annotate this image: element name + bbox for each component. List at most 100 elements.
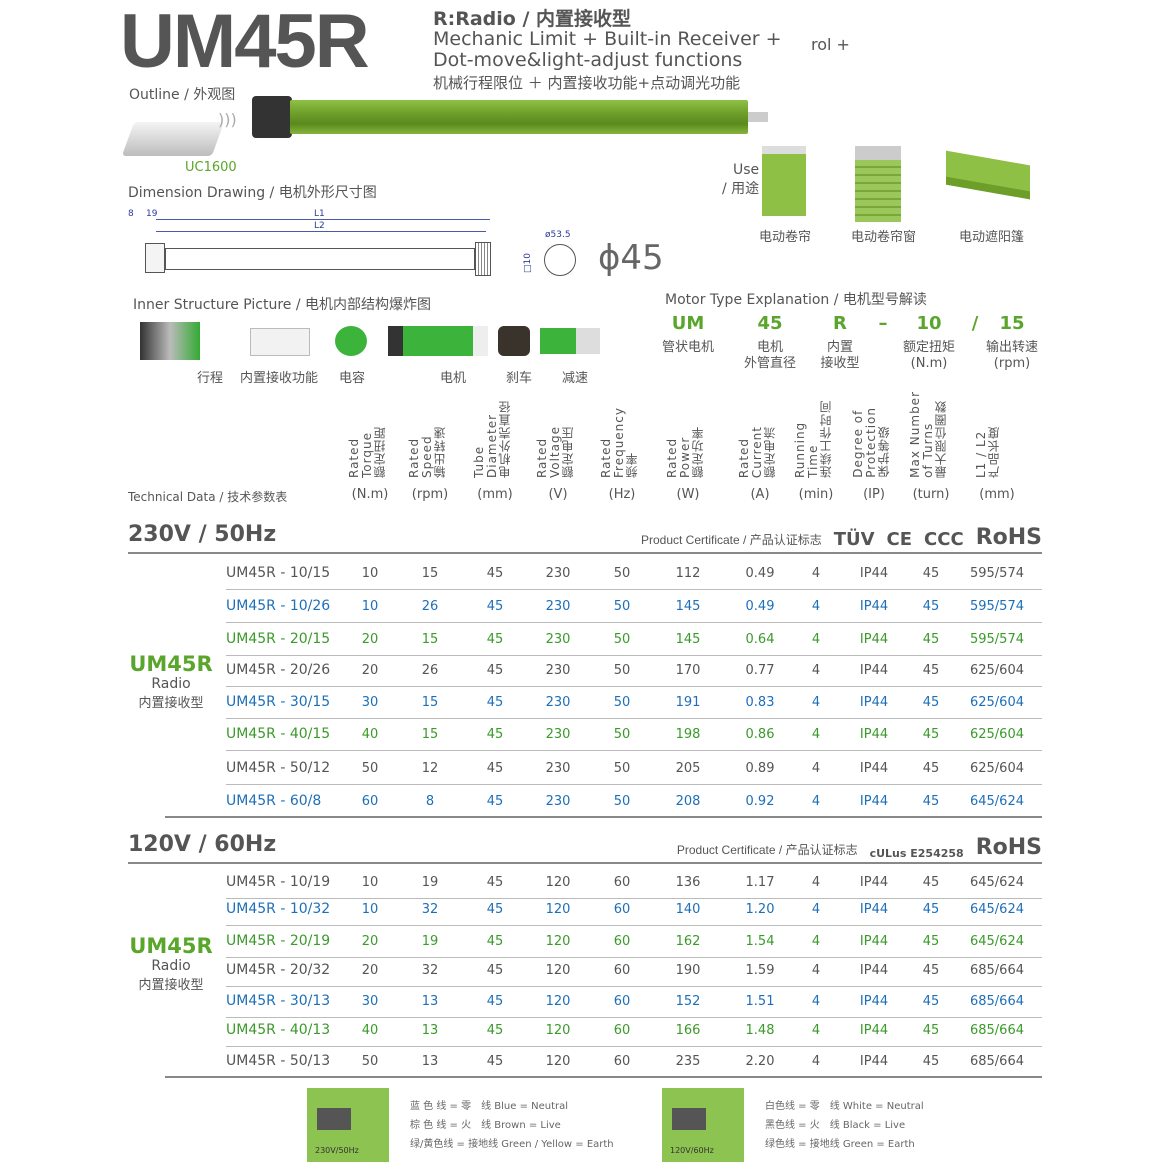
motor-type-label: Motor Type Explanation / 电机型号解读 — [665, 292, 927, 308]
section-bottom-rule — [165, 816, 1042, 818]
table-cell: IP44 — [859, 761, 889, 776]
table-cell: 4 — [811, 727, 821, 742]
row-divider — [226, 750, 1042, 751]
table-cell: IP44 — [859, 663, 889, 678]
drawing-crown — [475, 242, 491, 276]
table-cell: 45 — [486, 994, 504, 1009]
section-title: 230V / 50Hz — [128, 522, 277, 547]
wiring-tag: 120V/60Hz — [670, 1146, 714, 1155]
table-cell: IP44 — [859, 566, 889, 581]
dim-10: □10 — [522, 253, 533, 273]
part-brake-image — [498, 326, 530, 356]
table-cell: 0.89 — [745, 761, 775, 776]
motor-type-code: – — [879, 315, 888, 340]
table-cell: 0.64 — [745, 632, 775, 647]
model-name: UM45R - 10/19 — [226, 874, 331, 890]
desc-en2: Dot-move&light-adjust functions — [433, 49, 743, 71]
table-cell: 120 — [545, 963, 571, 978]
table-cell: IP44 — [859, 695, 889, 710]
table-cell: 235 — [675, 1054, 701, 1069]
model-name: UM45R - 40/15 — [226, 726, 331, 742]
table-cell: 198 — [675, 727, 701, 742]
table-cell: 645/624 — [969, 934, 1025, 949]
row-divider — [226, 986, 1042, 987]
table-cell: 50 — [613, 663, 631, 678]
table-cell: 4 — [811, 632, 821, 647]
part-label: 行程 — [197, 371, 224, 386]
table-cell: 40 — [361, 1023, 379, 1038]
column-header: L1 / L2 产品长度 — [974, 426, 1001, 478]
table-cell: 4 — [811, 761, 821, 776]
table-cell: 45 — [922, 632, 940, 647]
column-header: Rated Speed 输出转速 — [407, 426, 447, 478]
table-cell: 20 — [361, 663, 379, 678]
table-cell: 32 — [421, 902, 439, 917]
remote-image — [121, 122, 225, 156]
table-cell: 685/664 — [969, 994, 1025, 1009]
dim-L1: L1 — [314, 209, 325, 219]
table-cell: 190 — [675, 963, 701, 978]
table-cell: 45 — [486, 902, 504, 917]
table-cell: 120 — [545, 934, 571, 949]
column-header: Rated Current 额定电流 — [737, 425, 777, 478]
code-desc: 电机 外管直径 — [743, 340, 797, 371]
outline-label: Outline / 外观图 — [129, 87, 236, 103]
certificate-row: Product Certificate / 产品认证标志 TÜV CE CCC RoHS — [641, 522, 1042, 550]
cert-ce-icon: CE — [886, 529, 913, 550]
table-cell: 645/624 — [969, 902, 1025, 917]
group-cn: 内置接收型 — [138, 696, 204, 711]
dimension-label: Dimension Drawing / 电机外形尺寸图 — [128, 185, 377, 201]
table-cell: 45 — [486, 727, 504, 742]
table-cell: 1.48 — [745, 1023, 775, 1038]
row-divider — [226, 655, 1042, 656]
remote-name: UC1600 — [185, 160, 237, 175]
table-cell: 20 — [361, 632, 379, 647]
model-title: UM45R — [120, 0, 370, 84]
wiring-line: 黑色线 = 火 线 Black = Live — [765, 1120, 906, 1131]
wiring-line: 白色线 = 零 线 White = Neutral — [765, 1101, 924, 1112]
table-cell: IP44 — [859, 963, 889, 978]
model-name: UM45R - 50/12 — [226, 760, 331, 776]
table-cell: 45 — [486, 663, 504, 678]
code-desc: 内置 接收型 — [820, 340, 860, 371]
table-cell: 230 — [545, 599, 571, 614]
drawing-tube — [165, 248, 475, 270]
table-cell: 4 — [811, 963, 821, 978]
model-name: UM45R - 20/19 — [226, 933, 331, 949]
table-cell: 45 — [486, 1023, 504, 1038]
table-cell: 45 — [922, 761, 940, 776]
table-cell: 4 — [811, 902, 821, 917]
table-cell: 50 — [361, 761, 379, 776]
model-name: UM45R - 50/13 — [226, 1053, 331, 1069]
table-cell: 120 — [545, 1054, 571, 1069]
code-desc: 额定扭矩 (N.m) — [902, 340, 956, 371]
desc-cn: 机械行程限位 ＋ 内置接收功能+点动调光功能 — [433, 74, 741, 92]
table-cell: 112 — [675, 566, 701, 581]
column-header: Rated Power 额定功率 — [665, 426, 705, 478]
table-cell: 13 — [421, 1023, 439, 1038]
table-cell: 19 — [421, 934, 439, 949]
wiring-line: 棕 色 线 = 火 线 Brown = Live — [410, 1120, 561, 1131]
row-divider — [226, 957, 1042, 958]
row-divider — [226, 784, 1042, 785]
certificate-row: Product Certificate / 产品认证标志 cULus E25425… — [677, 832, 1042, 860]
model-name: UM45R - 60/8 — [226, 793, 322, 809]
table-cell: 60 — [613, 1023, 631, 1038]
motor-type-code: R 内置 接收型 — [820, 315, 860, 372]
table-cell: IP44 — [859, 632, 889, 647]
motor-shaft — [748, 112, 768, 122]
wiring-tag: 230V/50Hz — [315, 1146, 359, 1155]
table-cell: 15 — [421, 566, 439, 581]
column-unit: (A) — [750, 487, 770, 502]
column-header: Tube Diameter 电机外壳直径 — [472, 400, 512, 478]
table-cell: 45 — [486, 566, 504, 581]
table-cell: IP44 — [859, 599, 889, 614]
table-cell: 4 — [811, 695, 821, 710]
table-cell: 15 — [421, 632, 439, 647]
table-cell: 60 — [613, 934, 631, 949]
cert-rohs-icon: RoHS — [975, 835, 1042, 860]
column-unit: (mm) — [477, 487, 513, 502]
part-gear-image — [540, 328, 600, 354]
roller-shutter-image — [855, 146, 901, 222]
wiring-line: 绿色线 = 接地线 Green = Earth — [765, 1139, 915, 1150]
